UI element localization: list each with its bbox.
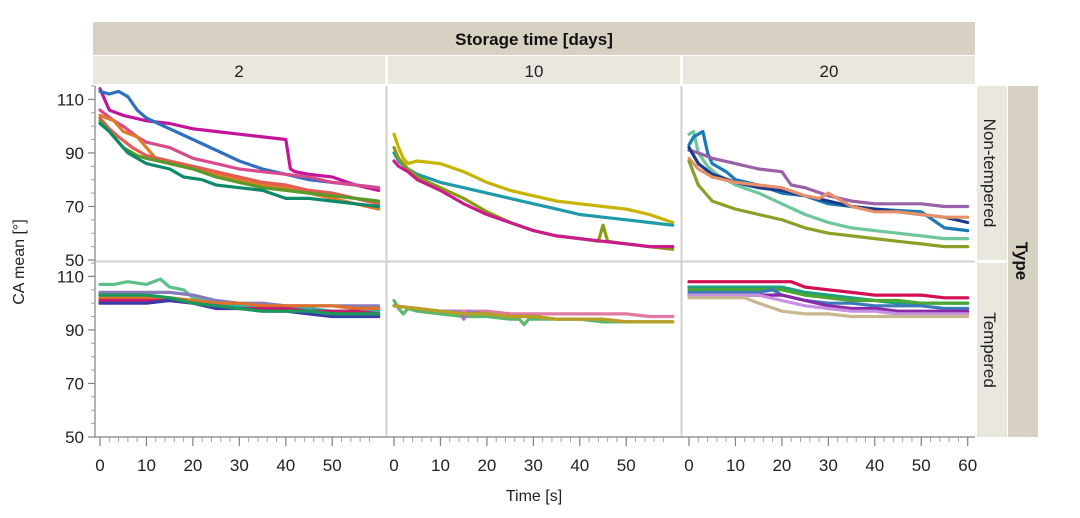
x-tick-label: 20 [477,456,496,475]
y-tick-label: 70 [65,197,84,216]
row-facet-header [1008,86,1038,437]
x-tick-label: 50 [617,456,636,475]
series-line [687,148,970,209]
x-tick-label: 20 [772,456,791,475]
panel-non-tempered-20 [687,129,970,249]
x-tick-label: 60 [958,456,977,475]
row-level-label: Tempered [980,312,999,388]
series-line [687,159,970,249]
series-line [98,293,381,316]
row-level-label: Non-tempered [980,119,999,228]
x-tick-label: 50 [323,456,342,475]
column-facet-header [93,22,975,55]
series-line [687,129,970,241]
series-line [687,296,970,319]
panel-tempered-10 [392,298,675,327]
series-line [98,87,381,192]
x-tick-label: 40 [570,456,589,475]
x-tick-label: 10 [431,456,450,475]
column-facet-title: Storage time [days] [455,30,613,49]
x-tick-label: 50 [912,456,931,475]
x-axis: 0 10 20 30 40 50 0 10 20 30 40 50 0 10 20 30 40 50 60 [95,436,977,475]
x-tick-label: 40 [276,456,295,475]
x-tick-label: 0 [684,456,693,475]
row-strip-tempered [977,263,1007,437]
series-line [392,159,675,249]
y-tick-label: 70 [65,374,84,393]
y-tick-label: 110 [57,90,84,109]
series-line [98,116,381,206]
series-line [98,108,381,190]
row-facet-title: Type [1012,242,1031,280]
series-line [687,293,970,316]
y-tick-label: 50 [65,428,84,447]
x-tick-label: 10 [137,456,156,475]
row-strip-non-tempered [977,86,1007,260]
x-tick-label: 10 [726,456,745,475]
y-tick-label: 110 [57,267,84,286]
panel-tempered-2 [98,277,381,319]
column-level-label: 2 [234,62,243,81]
column-level-label: 20 [820,62,839,81]
column-level-label: 10 [525,62,544,81]
x-tick-label: 0 [389,456,398,475]
y-tick-label: 50 [65,251,84,270]
column-strip-10 [388,56,680,84]
series-line [687,156,970,219]
series-line [98,296,381,311]
column-strip-20 [683,56,975,84]
panel-tempered-20 [687,280,970,319]
series-line [687,280,970,300]
y-tick-label: 90 [65,321,84,340]
panel-non-tempered-2 [98,87,381,211]
x-tick-label: 30 [230,456,249,475]
series-line [98,121,381,209]
x-axis-title: Time [s] [506,488,562,505]
y-axis-title: CA mean [°] [11,219,28,305]
series-layer [98,87,970,327]
series-line [392,304,675,324]
x-tick-label: 40 [865,456,884,475]
column-strip-2 [93,56,385,84]
x-tick-label: 20 [183,456,202,475]
series-line [687,288,970,305]
x-tick-label: 30 [819,456,838,475]
panel-non-tempered-10 [392,132,675,251]
x-tick-label: 0 [95,456,104,475]
series-line [98,119,381,203]
y-tick-label: 90 [65,144,84,163]
x-tick-label: 30 [524,456,543,475]
series-line [392,132,675,225]
